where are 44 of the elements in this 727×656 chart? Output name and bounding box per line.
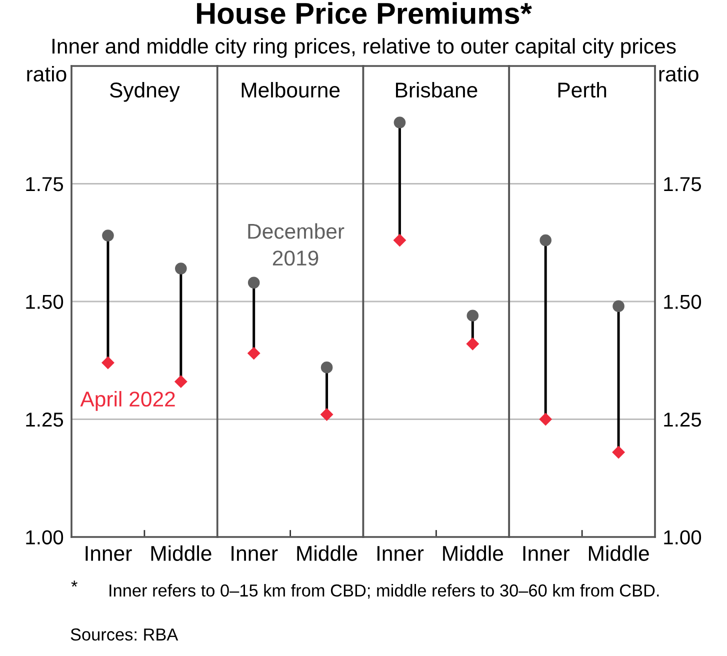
x-tick-label: Middle (588, 545, 649, 561)
text: House Price Premiums* (197, 2, 532, 24)
y-tick-label: 1.50 (26, 294, 64, 309)
y-tick-label: 1.50 (664, 294, 702, 309)
y-axis-title: ratio (27, 66, 66, 82)
y-tick-label: 1.75 (26, 177, 64, 192)
point (248, 276, 260, 289)
x-tick-label: Inner (523, 546, 570, 561)
y-tick-label: 1.75 (664, 177, 701, 192)
text: Melbourne (242, 82, 340, 98)
point (540, 234, 552, 246)
text: Sydney (110, 82, 180, 102)
text: Perth (558, 82, 606, 98)
point (466, 338, 479, 350)
point (466, 310, 479, 322)
series-label: April 2022 (80, 391, 175, 411)
point (394, 234, 406, 246)
point (174, 375, 188, 388)
x-tick-label: Inner (377, 546, 424, 561)
x-tick-label: Inner (232, 546, 278, 561)
point (175, 262, 187, 274)
x-tick-label: Middle (151, 545, 212, 561)
text: Inner and middle city ring prices, relative to outer capital city prices (52, 38, 676, 58)
y-tick-label: 1.25 (664, 412, 701, 427)
point (320, 408, 333, 421)
point (102, 356, 114, 369)
text: * Inner refers to 0–15 km from CBD; middle refers to 30–60 km from CBD. (71, 580, 659, 599)
x-tick-label: Inner (86, 546, 132, 561)
point (320, 362, 333, 374)
y-tick-label: 1.00 (664, 530, 702, 544)
source-note: Sources: RBA (70, 628, 178, 641)
series-label: December 2019 (248, 223, 344, 266)
x-tick-label: Middle (297, 545, 358, 561)
y-tick-label: 1.25 (26, 412, 64, 427)
point (394, 116, 406, 128)
point (612, 300, 624, 312)
point (539, 413, 552, 426)
y-axis-title: ratio (659, 66, 698, 82)
text: Brisbane (396, 82, 478, 98)
y-tick-label: 1.00 (26, 530, 64, 544)
point (248, 347, 260, 360)
x-tick-label: Middle (443, 545, 504, 561)
point (102, 230, 114, 242)
point (612, 446, 625, 458)
